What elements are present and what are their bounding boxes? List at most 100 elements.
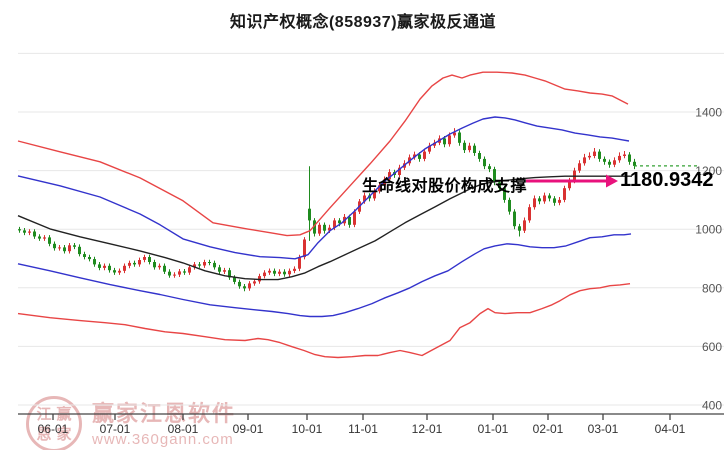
candle (198, 264, 201, 266)
candle (58, 247, 61, 249)
candle (213, 262, 216, 268)
candle (388, 172, 391, 180)
support-annotation-text: 生命线对股价构成支撑 (362, 178, 528, 195)
candle (183, 271, 186, 273)
candle (298, 257, 301, 269)
x-axis-label: 11-01 (348, 422, 378, 436)
candle (308, 208, 311, 221)
y-axis-label: 600 (702, 340, 722, 354)
candle (18, 229, 21, 231)
candle (498, 182, 501, 189)
candle (423, 151, 426, 159)
x-axis-label: 02-01 (533, 422, 564, 436)
y-axis-label: 1000 (695, 223, 722, 237)
candle (33, 231, 36, 237)
support-annotation-value: 1180.9342 (620, 169, 714, 191)
y-axis-label: 1400 (695, 106, 722, 120)
candle (28, 231, 31, 233)
candle (418, 154, 421, 159)
seal-char: 恩 (36, 425, 52, 443)
page-title: 知识产权概念(858937)赢家极反通道 (229, 14, 497, 31)
candle (48, 237, 51, 244)
candle (373, 191, 376, 199)
candle (583, 157, 586, 164)
candle (163, 265, 166, 272)
candle (128, 262, 131, 266)
candle (288, 270, 291, 275)
candle (293, 268, 296, 271)
x-axis-label: 01-01 (478, 422, 509, 436)
candle (443, 138, 446, 145)
candle (138, 260, 141, 265)
y-axis-label: 1200 (695, 164, 722, 178)
candle (43, 237, 46, 239)
candle (603, 158, 606, 162)
candle (303, 239, 306, 258)
candle (538, 198, 541, 202)
candle (268, 270, 271, 273)
candle (633, 161, 636, 166)
x-axis-label: 09-01 (233, 422, 264, 436)
candle (543, 195, 546, 202)
channel-line-lower-outer-red (17, 283, 631, 359)
candle (568, 180, 571, 189)
candle (113, 270, 116, 273)
candle (223, 270, 226, 272)
x-axis-label: 04-01 (655, 422, 686, 436)
candle (203, 262, 206, 266)
seal-char: 家 (56, 425, 72, 443)
candle (548, 195, 551, 199)
x-axis-label: 10-01 (292, 422, 323, 436)
candle (193, 264, 196, 268)
candle (558, 199, 561, 203)
candle (433, 142, 436, 146)
candle (248, 283, 251, 289)
candle (513, 211, 516, 227)
channel-line-upper-outer-red (17, 71, 629, 237)
candle (253, 281, 256, 284)
x-axis-label: 12-01 (412, 422, 443, 436)
candle (168, 271, 171, 276)
candle (123, 265, 126, 271)
candle (363, 195, 366, 202)
candle (148, 257, 151, 262)
candle (523, 220, 526, 231)
candle (328, 227, 331, 231)
candle (458, 132, 461, 143)
candle (68, 245, 71, 252)
candle (623, 154, 626, 156)
candle (478, 153, 481, 159)
candle (413, 154, 416, 158)
candle (398, 167, 401, 175)
channel-line-lifeline-black (17, 175, 632, 281)
channel-line-upper-inner-blue (17, 116, 630, 260)
candle (98, 264, 101, 268)
candle (473, 145, 476, 153)
candle (93, 259, 96, 265)
candle (488, 166, 491, 170)
candle (153, 262, 156, 268)
candle (158, 265, 161, 268)
candle (428, 145, 431, 152)
candle (208, 262, 211, 263)
x-axis-label: 03-01 (588, 422, 619, 436)
candle (503, 188, 506, 200)
candle (338, 220, 341, 224)
candle (118, 270, 121, 273)
candle (103, 265, 106, 268)
candle (78, 246, 81, 255)
watermark-url: www.360gann.com (92, 431, 234, 448)
x-axis-label: 06-01 (38, 422, 69, 436)
y-axis-label: 400 (702, 399, 722, 413)
candle (318, 224, 321, 234)
candle (238, 281, 241, 287)
y-axis-label: 800 (702, 281, 722, 295)
candle (618, 155, 621, 161)
candle (448, 135, 451, 145)
candle (143, 257, 146, 260)
candle (53, 243, 56, 249)
candle (553, 198, 556, 203)
channel-line-lower-inner-blue (17, 233, 632, 318)
candle (323, 224, 326, 231)
x-axis-label: 07-01 (100, 422, 131, 436)
